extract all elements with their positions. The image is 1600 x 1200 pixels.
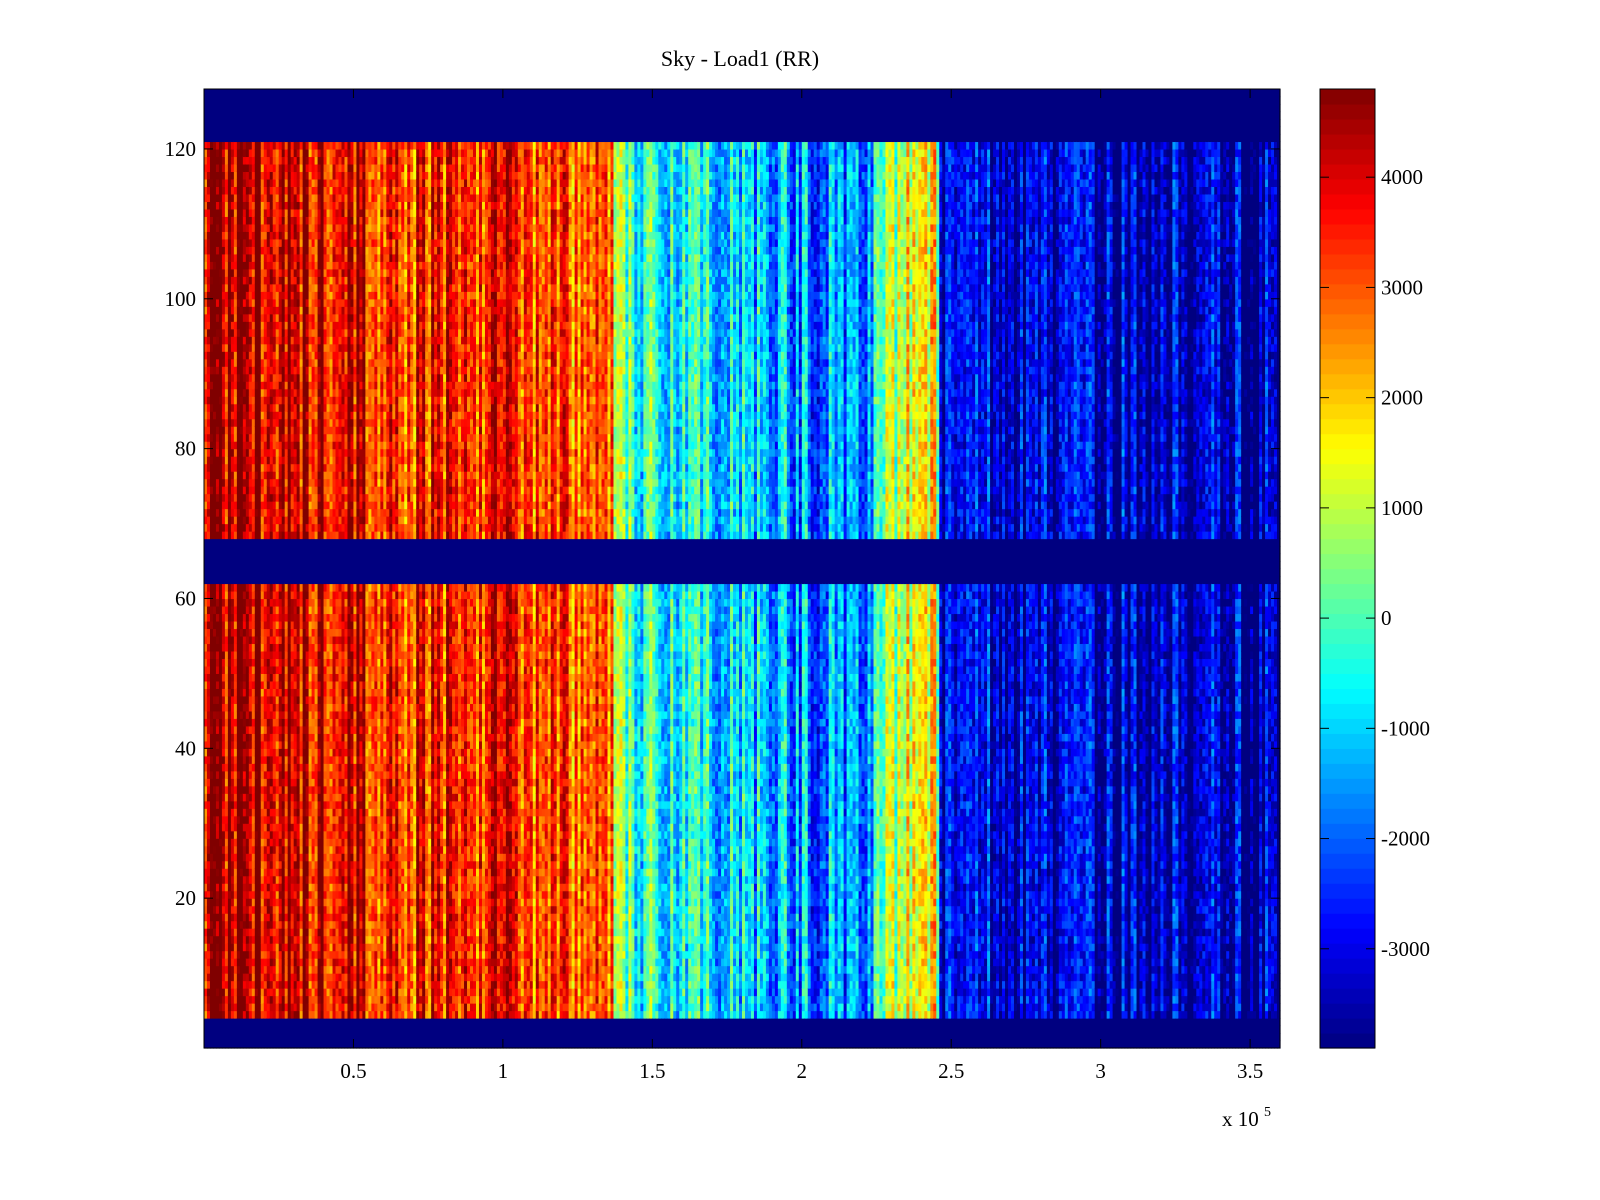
- heatmap-plot-area: [204, 89, 1281, 1049]
- chart-title: Sky - Load1 (RR): [661, 46, 819, 71]
- heatmap-figure: Sky - Load1 (RR) 0.5 1 1.5 2 2.5 3 3.5 2040608…: [0, 0, 1600, 1200]
